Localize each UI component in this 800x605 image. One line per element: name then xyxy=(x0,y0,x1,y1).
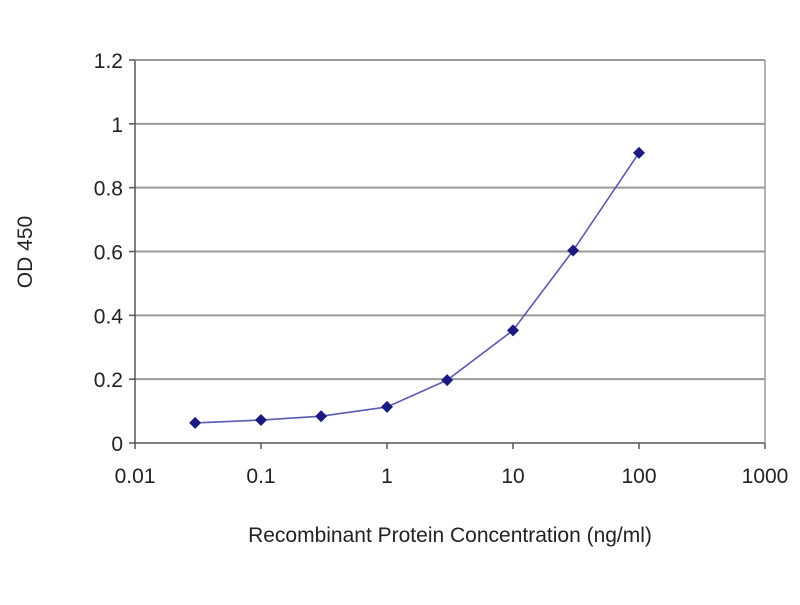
x-tick-label: 1 xyxy=(381,465,393,488)
data-point xyxy=(381,400,393,413)
x-tick-label: 1000 xyxy=(742,465,789,488)
y-tick-label: 0.6 xyxy=(94,242,123,265)
x-tick-label: 10 xyxy=(501,465,524,488)
y-tick-label: 0.8 xyxy=(94,178,123,201)
y-tick-label: 1.2 xyxy=(94,50,123,73)
data-point xyxy=(633,146,645,159)
series-line xyxy=(195,152,640,424)
y-tick-label: 0 xyxy=(111,433,123,456)
data-point xyxy=(507,324,519,337)
y-axis-label: OD 450 xyxy=(14,216,37,288)
y-tick-label: 1 xyxy=(111,114,123,137)
x-axis-label: Recombinant Protein Concentration (ng/ml… xyxy=(248,524,652,547)
data-point xyxy=(255,414,267,427)
x-tick-label: 0.1 xyxy=(246,465,275,488)
data-point xyxy=(315,410,328,423)
y-tick-label: 0.2 xyxy=(94,369,123,392)
data-point xyxy=(189,416,202,429)
x-tick-label: 100 xyxy=(621,465,656,488)
y-tick-label: 0.4 xyxy=(94,305,124,328)
data-point xyxy=(441,374,454,387)
x-tick-label: 0.01 xyxy=(115,465,156,488)
data-point xyxy=(567,244,580,257)
